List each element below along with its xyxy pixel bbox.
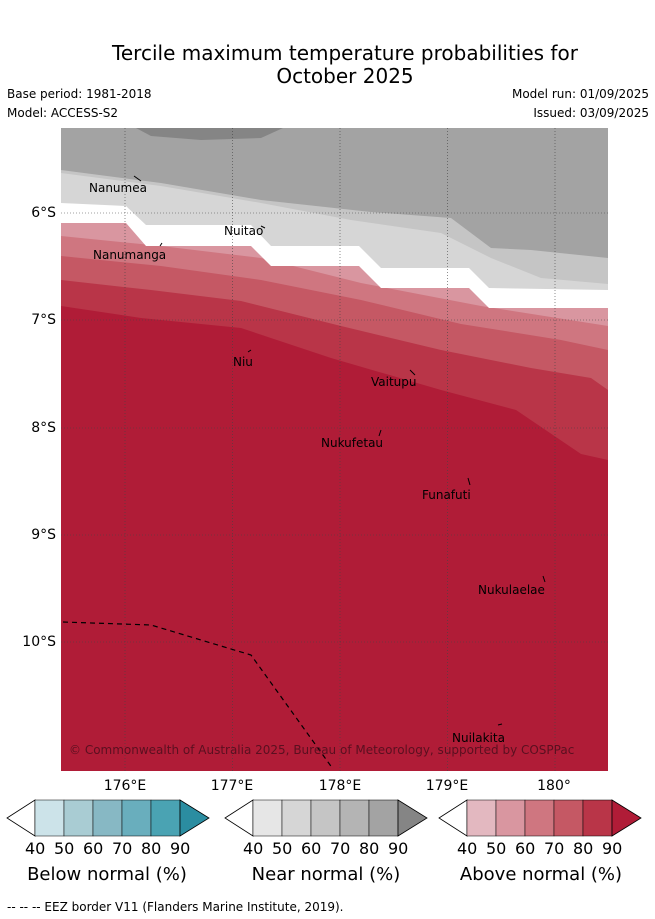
map-title-line-1: Tercile maximum temperature probabilitie…: [112, 41, 578, 65]
above-normal-tick: 90: [602, 839, 623, 858]
place-label-nanumea: Nanumea: [89, 181, 147, 195]
above-normal-tick: 50: [486, 839, 507, 858]
colorbar-bin: [310, 799, 341, 837]
colorbar-bin: [281, 799, 312, 837]
above-normal-colorbar: [438, 799, 642, 837]
map-title-line-2: October 2025: [276, 64, 414, 88]
near-normal-tick: 90: [388, 839, 409, 858]
colorbar-bin: [368, 799, 399, 837]
below-normal-tick: 70: [112, 839, 133, 858]
colorbar-extend-high: [179, 799, 210, 837]
near-normal-tick: 70: [330, 839, 351, 858]
issued-date: Issued: 03/09/2025: [533, 106, 649, 120]
above-normal-tick: 80: [573, 839, 594, 858]
colorbar-bin: [339, 799, 370, 837]
near-normal-colorbar: [224, 799, 428, 837]
colorbar-bin: [553, 799, 584, 837]
colorbar-extend-low: [224, 799, 254, 837]
lat-tick-label: 8°S: [31, 420, 56, 436]
near-normal-colorbar-title: Near normal (%): [251, 864, 401, 885]
colorbar-bin: [524, 799, 555, 837]
colorbar-bin: [92, 799, 123, 837]
eez-border-line: [62, 621, 334, 770]
colorbar-extend-low: [438, 799, 468, 837]
below-normal-tick: 60: [83, 839, 104, 858]
below-normal-colorbar: [6, 799, 210, 837]
lat-tick-label: 7°S: [31, 312, 56, 328]
island-markers: [133, 175, 546, 726]
place-label-nuitao: Nuitao: [224, 224, 263, 238]
near-normal-tick: 80: [359, 839, 380, 858]
near-normal-70-80-region: [61, 128, 608, 258]
place-label-nanumanga: Nanumanga: [93, 248, 166, 262]
colorbar-bin: [495, 799, 526, 837]
colorbar-extend-low: [6, 799, 36, 837]
place-label-nuilakita: Nuilakita: [452, 731, 505, 745]
graticule: [61, 128, 608, 771]
colorbar-extend-high: [611, 799, 642, 837]
below-normal-tick: 40: [25, 839, 46, 858]
place-label-nukulaelae: Nukulaelae: [478, 583, 545, 597]
lat-tick-label: 9°S: [31, 527, 56, 543]
above-normal-colorbar-title: Above normal (%): [459, 864, 623, 885]
colorbar-bin: [34, 799, 65, 837]
lon-tick-label: 179°E: [425, 778, 469, 794]
lat-tick-label: 6°S: [31, 205, 56, 221]
lon-tick-label: 180°: [537, 778, 571, 794]
below-normal-tick: 90: [170, 839, 191, 858]
below-normal-colorbar-title: Below normal (%): [27, 864, 187, 885]
above-normal-tick: 70: [544, 839, 565, 858]
lon-tick-label: 177°E: [210, 778, 254, 794]
above-normal-tick: 40: [457, 839, 478, 858]
near-normal-80-90-region: [136, 128, 283, 140]
colorbar-bin: [582, 799, 613, 837]
place-label-niu: Niu: [233, 355, 253, 369]
model-name: Model: ACCESS-S2: [7, 106, 119, 120]
lon-tick-label: 178°E: [318, 778, 362, 794]
lat-tick-label: 10°S: [22, 634, 56, 650]
colorbar-bin: [466, 799, 497, 837]
near-normal-tick: 60: [301, 839, 322, 858]
near-normal-tick: 50: [272, 839, 293, 858]
colorbar-bin: [63, 799, 94, 837]
model-run: Model run: 01/09/2025: [511, 87, 649, 101]
copyright-notice: © Commonwealth of Australia 2025, Bureau…: [69, 743, 574, 757]
colorbar-extend-high: [397, 799, 428, 837]
place-label-nukufetau: Nukufetau: [321, 436, 383, 450]
near-normal-tick: 40: [243, 839, 264, 858]
colorbar-bin: [252, 799, 283, 837]
probability-map: Nanumea Nuitao Nanumanga Niu Vaitupu Nuk…: [61, 128, 608, 771]
eez-border-legend: -- -- -- EEZ border V11 (Flanders Marine…: [7, 900, 344, 914]
place-label-vaitupu: Vaitupu: [371, 375, 417, 389]
lon-tick-label: 176°E: [103, 778, 147, 794]
colorbar-bin: [121, 799, 152, 837]
base-period: Base period: 1981-2018: [7, 87, 152, 101]
below-normal-tick: 50: [54, 839, 75, 858]
above-normal-tick: 60: [515, 839, 536, 858]
place-label-funafuti: Funafuti: [422, 488, 471, 502]
colorbar-bin: [150, 799, 181, 837]
below-normal-tick: 80: [141, 839, 162, 858]
